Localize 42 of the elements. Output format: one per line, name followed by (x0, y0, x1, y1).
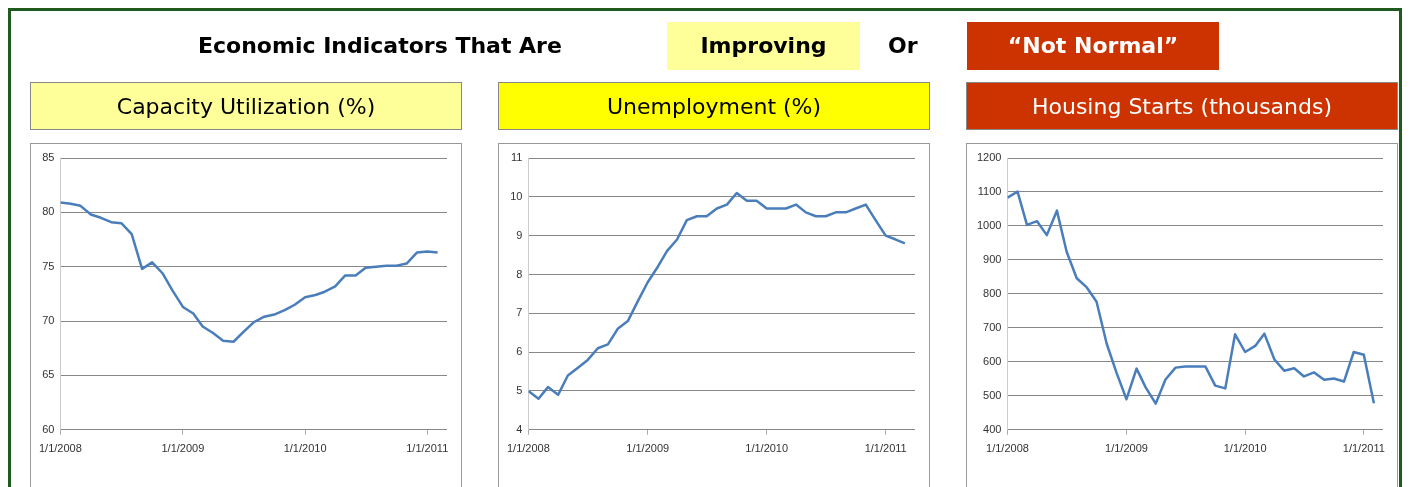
x-tick-label: 1/1/2010 (1223, 442, 1267, 455)
y-tick-label: 400 (983, 422, 1002, 435)
chart-title: Unemployment (%) (498, 82, 930, 130)
x-tick-label: 1/1/2009 (626, 442, 670, 455)
y-tick-label: 65 (42, 368, 55, 381)
chart-title: Capacity Utilization (%) (30, 82, 462, 130)
x-tick-label: 1/1/2011 (1342, 442, 1385, 455)
y-tick-label: 700 (983, 320, 1002, 333)
y-tick-label: 5 (516, 384, 523, 396)
y-tick-label: 9 (516, 228, 523, 241)
y-tick-label: 500 (983, 388, 1002, 401)
y-tick-label: 600 (983, 354, 1002, 367)
y-tick-label: 6 (516, 345, 523, 358)
x-tick-label: 1/1/2008 (507, 442, 550, 455)
x-tick-label: 1/1/2010 (745, 442, 789, 455)
y-tick-label: 60 (42, 422, 55, 435)
x-tick-label: 1/1/2009 (161, 442, 205, 455)
y-tick-label: 7 (516, 306, 523, 319)
y-tick-label: 4 (516, 422, 523, 435)
y-tick-label: 1200 (976, 151, 1002, 164)
chart-title: Housing Starts (thousands) (966, 82, 1398, 130)
text: “Not Normal” (967, 22, 1219, 70)
y-tick-label: 80 (42, 205, 55, 218)
x-tick-label: 1/1/2008 (986, 442, 1029, 455)
y-tick-label: 800 (983, 286, 1002, 299)
y-tick-label: 85 (42, 151, 55, 164)
x-tick-label: 1/1/2009 (1105, 442, 1148, 455)
x-tick-label: 1/1/2008 (39, 442, 82, 455)
y-tick-label: 10 (510, 189, 523, 202)
y-tick-label: 75 (42, 259, 55, 272)
text: Economic Indicators That Are (198, 32, 562, 60)
x-tick-label: 1/1/2011 (406, 442, 449, 455)
y-tick-label: 900 (983, 252, 1002, 265)
text: Or (888, 32, 918, 60)
y-tick-label: 11 (510, 151, 523, 164)
y-tick-label: 1100 (977, 185, 1002, 198)
x-tick-label: 1/1/2010 (283, 442, 327, 455)
text: Improving (667, 22, 860, 70)
y-tick-label: 8 (516, 267, 523, 280)
x-tick-label: 1/1/2011 (864, 442, 907, 455)
y-tick-label: 70 (42, 314, 55, 327)
y-tick-label: 1000 (976, 218, 1002, 231)
